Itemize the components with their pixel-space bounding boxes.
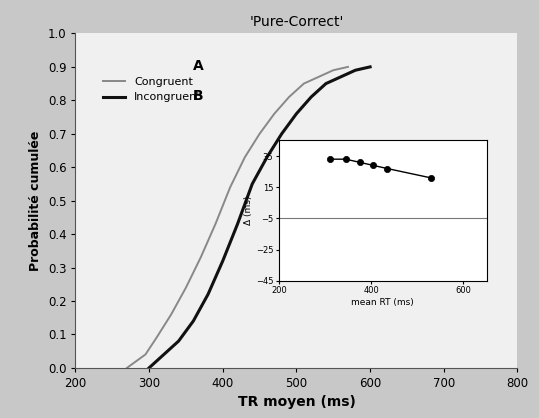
Y-axis label: Probabilité cumulée: Probabilité cumulée bbox=[29, 130, 42, 271]
Text: A: A bbox=[192, 59, 203, 73]
Y-axis label: Δ (ms): Δ (ms) bbox=[244, 196, 253, 225]
Text: B: B bbox=[192, 89, 203, 103]
Legend: Congruent, Incongruen': Congruent, Incongruen' bbox=[99, 72, 205, 107]
X-axis label: mean RT (ms): mean RT (ms) bbox=[351, 298, 414, 307]
X-axis label: TR moyen (ms): TR moyen (ms) bbox=[238, 395, 355, 409]
Title: 'Pure-Correct': 'Pure-Correct' bbox=[249, 15, 344, 30]
